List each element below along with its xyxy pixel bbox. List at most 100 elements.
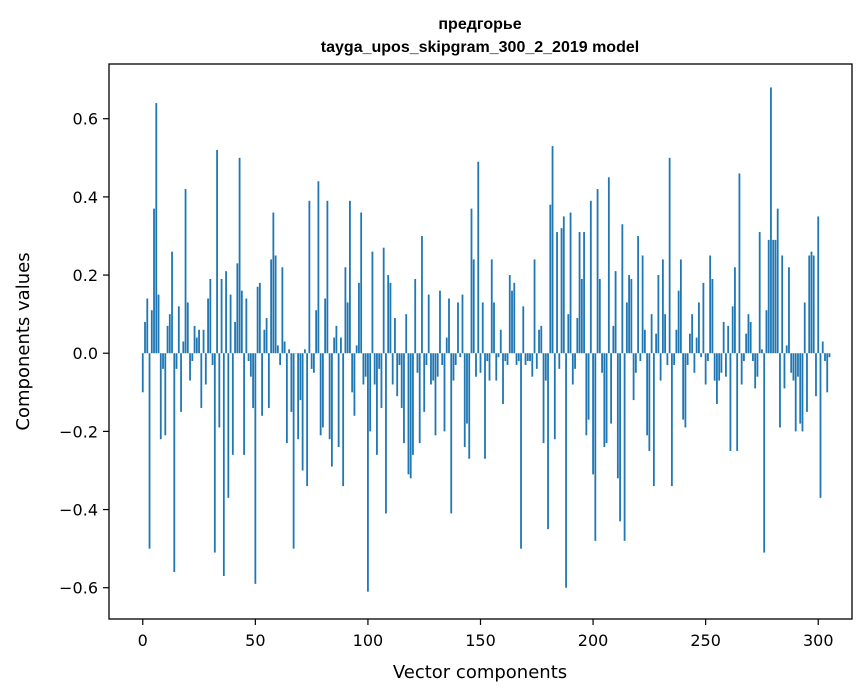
bar-266 <box>740 353 743 385</box>
bar-281 <box>774 239 777 354</box>
bar-109 <box>387 275 390 354</box>
bar-163 <box>508 275 511 354</box>
bar-142 <box>461 294 464 354</box>
x-axis-label: Vector components <box>393 662 567 683</box>
bar-226 <box>650 314 653 354</box>
bar-21 <box>189 353 191 381</box>
bar-193 <box>576 318 579 354</box>
bar-54 <box>263 329 266 354</box>
x-tick-label: 0 <box>138 631 148 650</box>
bar-158 <box>497 353 500 358</box>
bar-100 <box>367 353 369 592</box>
bar-178 <box>542 353 545 444</box>
bar-80 <box>321 353 324 428</box>
bar-287 <box>788 267 790 354</box>
y-tick-label: 0.2 <box>73 266 98 285</box>
bar-189 <box>567 314 570 354</box>
bar-97 <box>360 212 363 354</box>
bar-176 <box>538 329 540 354</box>
bar-20 <box>186 302 189 354</box>
bar-253 <box>711 278 714 354</box>
bar-268 <box>745 333 748 354</box>
bar-195 <box>580 278 583 354</box>
bar-66 <box>290 353 293 412</box>
bar-25 <box>198 329 200 354</box>
bar-155 <box>490 259 493 354</box>
bar-236 <box>673 353 676 365</box>
bar-43 <box>238 157 241 354</box>
bar-116 <box>403 353 405 444</box>
bar-28 <box>204 353 207 385</box>
bar-212 <box>619 353 621 522</box>
bar-153 <box>486 353 489 362</box>
bar-282 <box>776 208 779 354</box>
bar-136 <box>448 298 450 354</box>
bar-275 <box>761 349 763 354</box>
bar-122 <box>416 353 419 373</box>
bar-73 <box>306 353 309 487</box>
bar-235 <box>670 353 673 487</box>
bar-186 <box>560 228 563 354</box>
bar-64 <box>285 353 288 444</box>
bar-84 <box>331 353 333 467</box>
bar-255 <box>716 353 718 405</box>
bar-156 <box>493 302 495 354</box>
bar-121 <box>414 278 417 354</box>
bar-110 <box>389 282 392 354</box>
bar-161 <box>504 353 507 362</box>
bar-292 <box>799 353 802 424</box>
bar-86 <box>335 325 338 354</box>
bar-141 <box>459 353 462 358</box>
bar-47 <box>247 353 250 362</box>
bar-13 <box>171 251 173 354</box>
bar-79 <box>319 353 322 436</box>
bar-33 <box>216 149 218 354</box>
bar-90 <box>344 267 347 354</box>
bar-187 <box>562 216 565 354</box>
bar-36 <box>222 353 225 577</box>
bar-285 <box>783 353 786 389</box>
bar-197 <box>585 353 588 436</box>
bar-76 <box>312 353 315 373</box>
bar-41 <box>234 321 236 354</box>
bar-115 <box>400 353 403 408</box>
bar-56 <box>267 353 270 408</box>
bar-133 <box>441 353 444 365</box>
bar-5 <box>153 208 155 354</box>
bar-23 <box>193 325 196 354</box>
bar-147 <box>472 259 475 354</box>
bar-295 <box>806 353 808 412</box>
bar-27 <box>202 329 205 354</box>
bar-205 <box>603 353 606 448</box>
bar-289 <box>792 353 795 381</box>
bar-165 <box>513 282 516 354</box>
bar-85 <box>333 337 336 354</box>
bar-298 <box>812 255 815 354</box>
x-tick-label: 200 <box>578 631 609 650</box>
x-axis-ticks: 0 50 100 150 200 250 300 <box>138 619 834 650</box>
y-tick-label: −0.6 <box>59 579 98 598</box>
bar-293 <box>801 353 804 432</box>
x-tick-label: 100 <box>353 631 384 650</box>
bar-129 <box>432 353 435 381</box>
bar-218 <box>632 353 635 401</box>
bar-139 <box>454 353 457 365</box>
y-tick-label: 0.4 <box>73 188 98 207</box>
bar-128 <box>430 353 432 385</box>
bar-60 <box>276 345 279 354</box>
bar-286 <box>785 345 788 354</box>
bar-240 <box>682 353 685 420</box>
bar-67 <box>292 353 295 549</box>
bar-185 <box>558 353 561 369</box>
bar-57 <box>270 259 273 354</box>
bar-104 <box>376 353 378 455</box>
bar-173 <box>531 353 534 377</box>
bar-167 <box>517 353 520 362</box>
bar-132 <box>439 290 441 354</box>
bar-99 <box>364 353 367 377</box>
bar-284 <box>781 255 784 354</box>
y-tick-label: 0.6 <box>73 110 98 129</box>
bar-278 <box>767 239 770 354</box>
bar-192 <box>574 353 576 369</box>
bar-18 <box>182 341 185 354</box>
